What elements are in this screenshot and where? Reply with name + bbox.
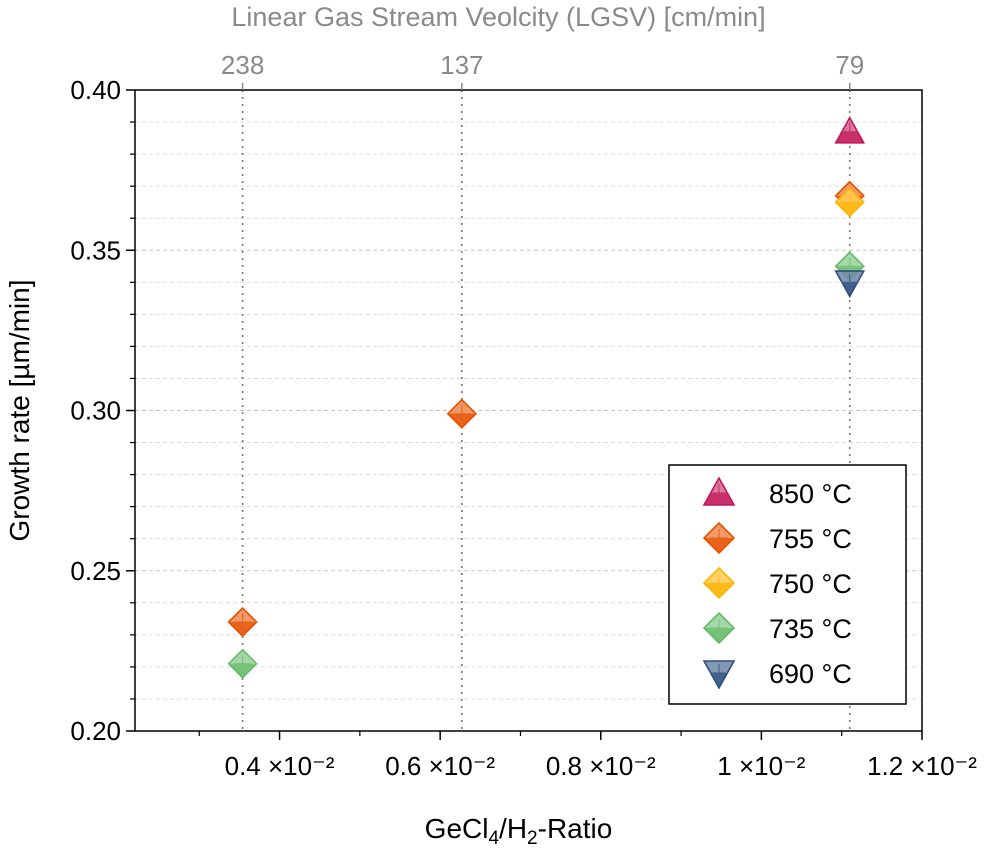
x-axis-title-sub2: 2	[527, 828, 538, 849]
top-tick-label: 79	[835, 50, 864, 80]
y-tick-label: 0.25	[70, 556, 121, 586]
axis-ticks: 0.20 0.25 0.30 0.35 0.40 0.4 ×10⁻² 0.6 ×10⁻² 0.…	[70, 50, 977, 781]
data-point	[227, 648, 258, 679]
x-tick-label: 0.4 ×10⁻²	[225, 751, 335, 781]
top-axis-title: Linear Gas Stream Veolcity (LGSV) [cm/mi…	[231, 2, 765, 32]
legend-label: 850 °C	[769, 479, 852, 509]
x-axis-title-part3: -Ratio	[538, 813, 613, 844]
legend-label: 690 °C	[769, 659, 852, 689]
legend-marker	[702, 521, 736, 555]
data-point	[834, 187, 865, 218]
top-tick-label: 238	[221, 50, 264, 80]
x-tick-label: 1.2 ×10⁻²	[867, 751, 977, 781]
grid-lines	[135, 121, 922, 700]
x-tick-label: 1 ×10⁻²	[717, 751, 806, 781]
legend: 850 °C 755 °C 750 °C 735 °C 690 °C	[668, 464, 907, 705]
x-axis-title: GeCl4/H2-Ratio	[425, 813, 613, 849]
x-axis-title-sub1: 4	[488, 828, 499, 849]
data-point	[227, 606, 258, 638]
y-tick-label: 0.35	[70, 235, 121, 265]
y-tick-label: 0.40	[70, 75, 121, 105]
legend-label: 750 °C	[769, 569, 852, 599]
y-axis-title: Growth rate [µm/min]	[4, 280, 35, 542]
x-axis-title-part1: GeCl	[425, 813, 489, 844]
data-point	[446, 398, 477, 429]
legend-label: 755 °C	[769, 524, 852, 554]
legend-label: 735 °C	[769, 614, 852, 644]
x-axis-title-part2: /H	[499, 813, 527, 844]
legend-items: 850 °C 755 °C 750 °C 735 °C 690 °C	[702, 476, 852, 690]
legend-marker	[702, 476, 736, 506]
legend-marker	[702, 566, 736, 600]
legend-marker	[702, 611, 736, 645]
x-tick-label: 0.6 ×10⁻²	[385, 751, 495, 781]
x-tick-label: 0.8 ×10⁻²	[546, 751, 656, 781]
y-tick-label: 0.20	[70, 716, 121, 746]
data-point	[834, 270, 866, 298]
y-tick-label: 0.30	[70, 396, 121, 426]
data-points	[227, 116, 866, 679]
top-tick-label: 137	[440, 50, 483, 80]
data-point	[834, 116, 866, 144]
legend-marker	[702, 660, 736, 690]
